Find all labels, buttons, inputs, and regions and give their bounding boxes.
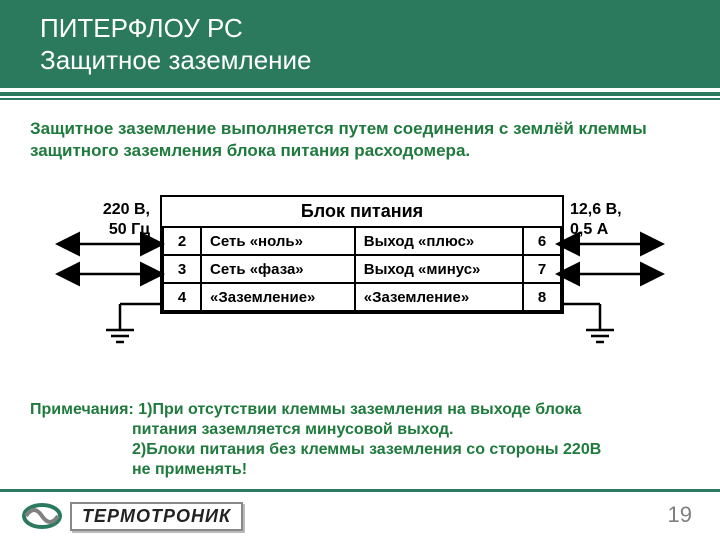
page-number: 19 (668, 502, 692, 528)
title-line-1: ПИТЕРФЛОУ РС (40, 12, 720, 44)
right-supply-l2: 0,5 А (570, 221, 608, 238)
title-block: ПИТЕРФЛОУ РС Защитное заземление (0, 0, 720, 88)
terminal-number: 2 (163, 227, 201, 255)
logo-mark-icon (20, 500, 62, 532)
terminal-label: Сеть «фаза» (201, 255, 355, 283)
note-2a: 2)Блоки питания без клеммы заземления со… (132, 440, 690, 460)
terminal-number: 7 (523, 255, 561, 283)
right-supply-l1: 12,6 В, (570, 201, 622, 218)
table-row: 3 Сеть «фаза» Выход «минус» 7 (163, 255, 561, 283)
terminal-label: Сеть «ноль» (201, 227, 355, 255)
terminal-label: Выход «плюс» (355, 227, 523, 255)
psu-block: Блок питания 2 Сеть «ноль» Выход «плюс» … (160, 195, 564, 314)
terminal-number: 6 (523, 227, 561, 255)
table-row: 4 «Заземление» «Заземление» 8 (163, 283, 561, 311)
brand-logo: ТЕРМОТРОНИК (20, 500, 243, 532)
ground-icon (106, 330, 134, 342)
terminal-label: «Заземление» (201, 283, 355, 311)
note-2b: не применять! (132, 460, 690, 480)
left-supply-label: 220 В, 50 Гц (80, 200, 150, 240)
left-supply-l1: 220 В, (103, 201, 150, 218)
note-1b: питания заземляется минусовой выход. (132, 420, 690, 440)
footer-divider (0, 489, 720, 492)
psu-title: Блок питания (162, 197, 562, 226)
psu-table: 2 Сеть «ноль» Выход «плюс» 6 3 Сеть «фаз… (162, 226, 562, 312)
ground-icon (586, 330, 614, 342)
description-text: Защитное заземление выполняется путем со… (30, 118, 690, 162)
terminal-label: Выход «минус» (355, 255, 523, 283)
table-row: 2 Сеть «ноль» Выход «плюс» 6 (163, 227, 561, 255)
left-supply-l2: 50 Гц (109, 221, 150, 238)
right-supply-label: 12,6 В, 0,5 А (570, 200, 640, 240)
terminal-number: 4 (163, 283, 201, 311)
brand-name: ТЕРМОТРОНИК (70, 502, 243, 531)
notes-lead: Примечания: 1) (30, 401, 152, 418)
title-line-2: Защитное заземление (40, 44, 720, 76)
notes-block: Примечания: 1)При отсутствии клеммы зазе… (30, 400, 690, 480)
divider-stripe (0, 98, 720, 100)
terminal-number: 3 (163, 255, 201, 283)
terminal-label: «Заземление» (355, 283, 523, 311)
terminal-number: 8 (523, 283, 561, 311)
note-1a: При отсутствии клеммы заземления на выхо… (152, 401, 581, 418)
